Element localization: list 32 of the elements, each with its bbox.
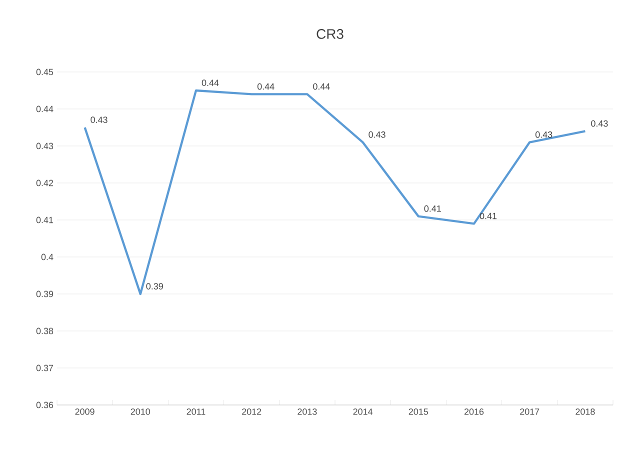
- x-tick-label: 2010: [130, 408, 150, 415]
- y-tick-label: 0.45: [36, 68, 54, 76]
- y-tick-label: 0.36: [36, 402, 54, 408]
- x-tick-label: 2017: [520, 408, 540, 415]
- data-label: 0.41: [480, 212, 497, 220]
- x-tick-label: 2016: [464, 408, 484, 415]
- data-label: 0.44: [202, 80, 219, 86]
- data-label: 0.43: [368, 131, 386, 138]
- y-tick-label: 0.41: [36, 216, 54, 224]
- x-tick-label: 2011: [186, 408, 206, 415]
- data-label: 0.43: [591, 120, 608, 127]
- y-tick-label: 0.39: [36, 290, 54, 298]
- x-tick-label: 2018: [576, 408, 595, 415]
- x-tick-label: 2013: [298, 408, 317, 415]
- data-label: 0.41: [424, 205, 441, 212]
- data-label: 0.43: [90, 116, 108, 123]
- y-tick-label: 0.38: [36, 328, 54, 334]
- y-tick-label: 0.44: [36, 106, 54, 112]
- y-tick-label: 0.4: [41, 254, 54, 260]
- y-tick-label: 0.43: [36, 142, 54, 150]
- x-tick-label: 2014: [353, 408, 373, 415]
- data-label: 0.39: [146, 283, 163, 290]
- data-label: 0.44: [313, 83, 330, 90]
- x-tick-label: 2012: [242, 408, 262, 415]
- y-tick-label: 0.42: [36, 180, 54, 186]
- data-label: 0.44: [257, 83, 274, 90]
- x-tick-label: 2009: [75, 408, 94, 415]
- y-tick-label: 0.37: [36, 364, 54, 372]
- chart-title: CR3: [316, 29, 344, 39]
- data-label: 0.43: [535, 131, 552, 138]
- x-tick-label: 2015: [408, 408, 428, 415]
- line-series: [84, 89, 586, 296]
